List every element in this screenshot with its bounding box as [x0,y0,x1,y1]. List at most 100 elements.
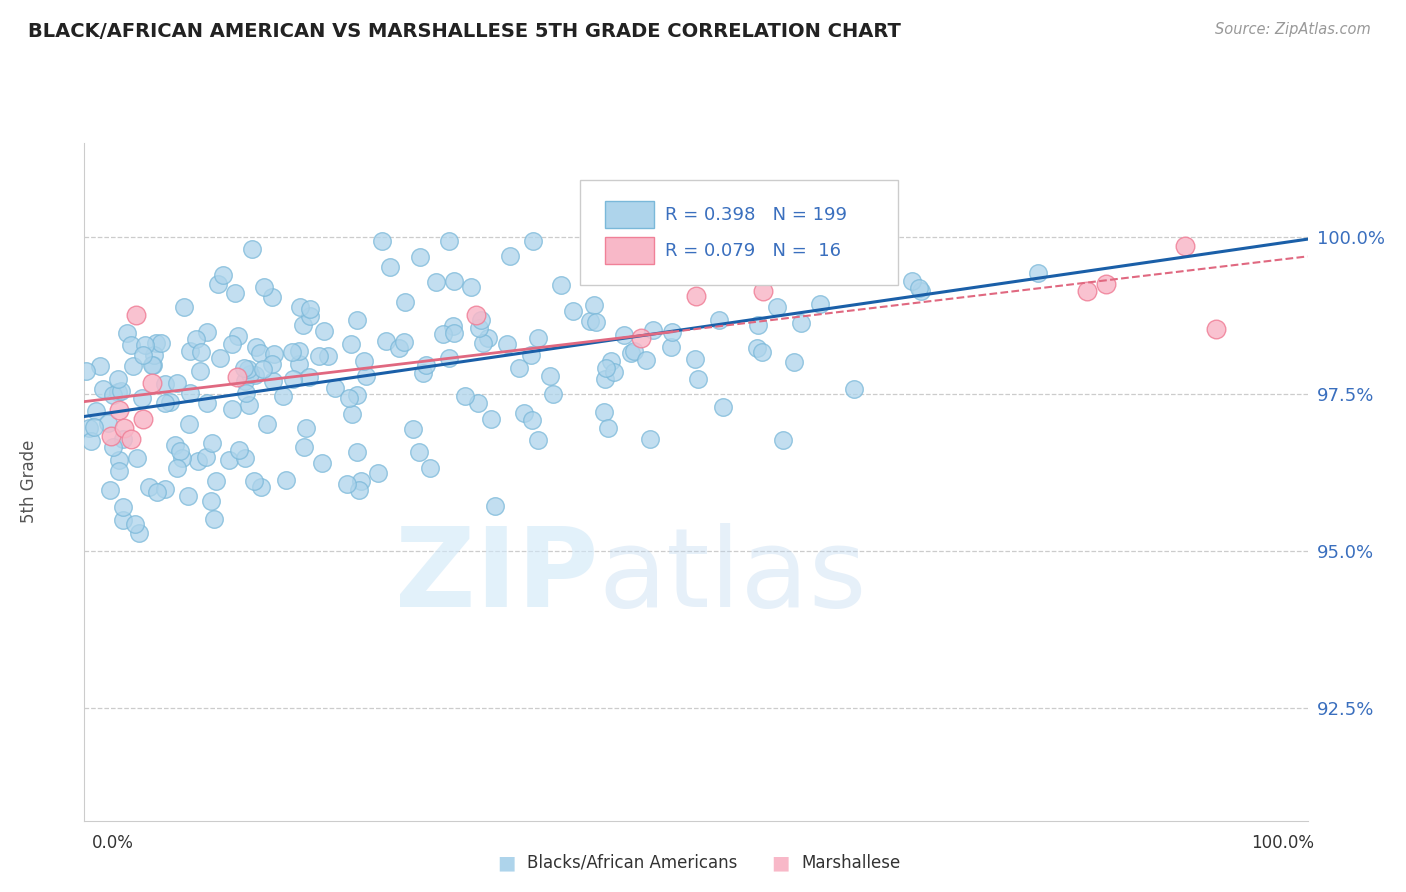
Point [600,354,623,368]
Point [508,361,530,376]
Point [630,330,652,344]
Point [765,300,787,314]
Point [711,400,734,414]
Point [103,388,125,402]
Point [477,331,499,345]
Point [371,234,394,248]
Point [155,377,177,392]
Point [190,364,212,378]
Point [613,328,636,343]
Point [184,332,207,346]
Point [242,475,264,489]
FancyBboxPatch shape [606,237,654,264]
Point [353,354,375,368]
Point [583,298,606,312]
Point [131,348,153,362]
Point [356,368,378,383]
Point [238,398,260,412]
Point [638,433,661,447]
Point [108,464,131,478]
Point [513,405,536,419]
Point [901,274,924,288]
Point [527,433,550,447]
Point [1076,285,1098,299]
Point [221,337,243,351]
Point [107,402,129,417]
Point [80,434,103,448]
Point [163,438,186,452]
Point [169,443,191,458]
Point [145,336,167,351]
Point [378,260,401,274]
Point [335,477,357,491]
Text: R = 0.079   N =  16: R = 0.079 N = 16 [665,242,841,260]
Point [240,242,263,256]
Point [200,494,222,508]
Point [142,348,165,362]
Point [437,351,460,365]
Point [187,454,209,468]
Point [226,328,249,343]
Point [100,429,122,443]
Point [522,234,544,248]
Point [470,313,492,327]
Text: Source: ZipAtlas.com: Source: ZipAtlas.com [1215,22,1371,37]
Point [830,204,852,219]
Point [394,294,416,309]
Point [256,417,278,431]
Point [245,340,267,354]
Point [641,322,664,336]
Point [173,300,195,314]
Point [1026,266,1049,280]
Text: 100.0%: 100.0% [1251,834,1315,852]
Point [585,315,607,329]
Point [84,404,107,418]
Text: R = 0.398   N = 199: R = 0.398 N = 199 [665,205,848,224]
Point [120,433,142,447]
Point [201,435,224,450]
Point [541,387,564,401]
Point [408,445,430,459]
Point [374,334,396,348]
Point [149,336,172,351]
Point [520,413,543,427]
Point [211,268,233,282]
Point [172,450,194,465]
Point [1094,277,1116,292]
Point [412,366,434,380]
Point [498,249,520,263]
Point [263,346,285,360]
Point [177,417,200,431]
Point [207,277,229,292]
Point [339,337,361,351]
Point [688,372,710,386]
Point [224,286,246,301]
Point [101,441,124,455]
Point [295,421,318,435]
Point [283,371,305,385]
Point [562,303,585,318]
Point [228,443,250,458]
Point [260,357,283,371]
Point [467,396,489,410]
Point [122,359,145,373]
Point [367,467,389,481]
Point [83,419,105,434]
Point [402,422,425,436]
Point [195,325,218,339]
Point [252,362,274,376]
Point [107,372,129,386]
Point [155,396,177,410]
Point [460,280,482,294]
Point [233,361,256,376]
Point [91,382,114,396]
Point [661,326,683,340]
Point [233,450,256,465]
Point [308,349,330,363]
Text: Blacks/African Americans: Blacks/African Americans [527,854,738,871]
Point [392,334,415,349]
Point [208,351,231,365]
Point [408,250,430,264]
Point [195,450,218,464]
Point [783,355,806,369]
